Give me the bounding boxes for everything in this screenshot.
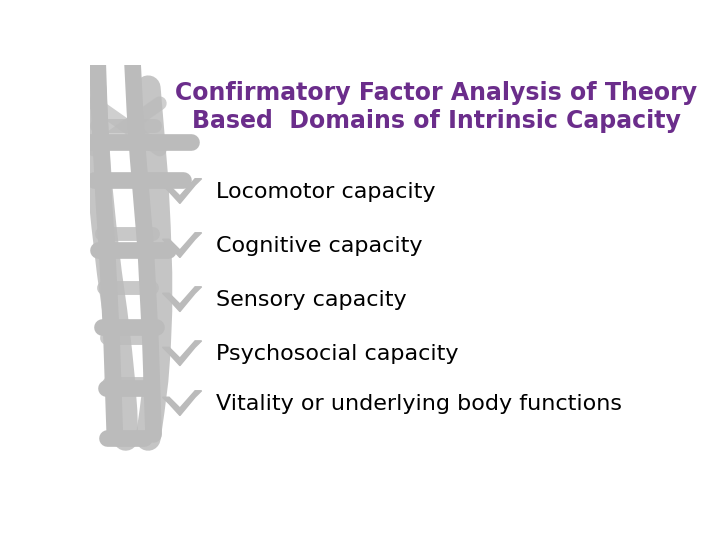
Text: Locomotor capacity: Locomotor capacity <box>215 181 435 201</box>
Polygon shape <box>163 287 202 312</box>
Polygon shape <box>163 341 202 366</box>
Text: Confirmatory Factor Analysis of Theory
Based  Domains of Intrinsic Capacity: Confirmatory Factor Analysis of Theory B… <box>175 82 697 133</box>
Polygon shape <box>163 233 202 258</box>
Text: Vitality or underlying body functions: Vitality or underlying body functions <box>215 394 621 414</box>
Text: Psychosocial capacity: Psychosocial capacity <box>215 344 458 364</box>
Polygon shape <box>163 391 202 416</box>
Text: Sensory capacity: Sensory capacity <box>215 290 406 310</box>
Polygon shape <box>163 179 202 204</box>
Text: Cognitive capacity: Cognitive capacity <box>215 235 422 255</box>
